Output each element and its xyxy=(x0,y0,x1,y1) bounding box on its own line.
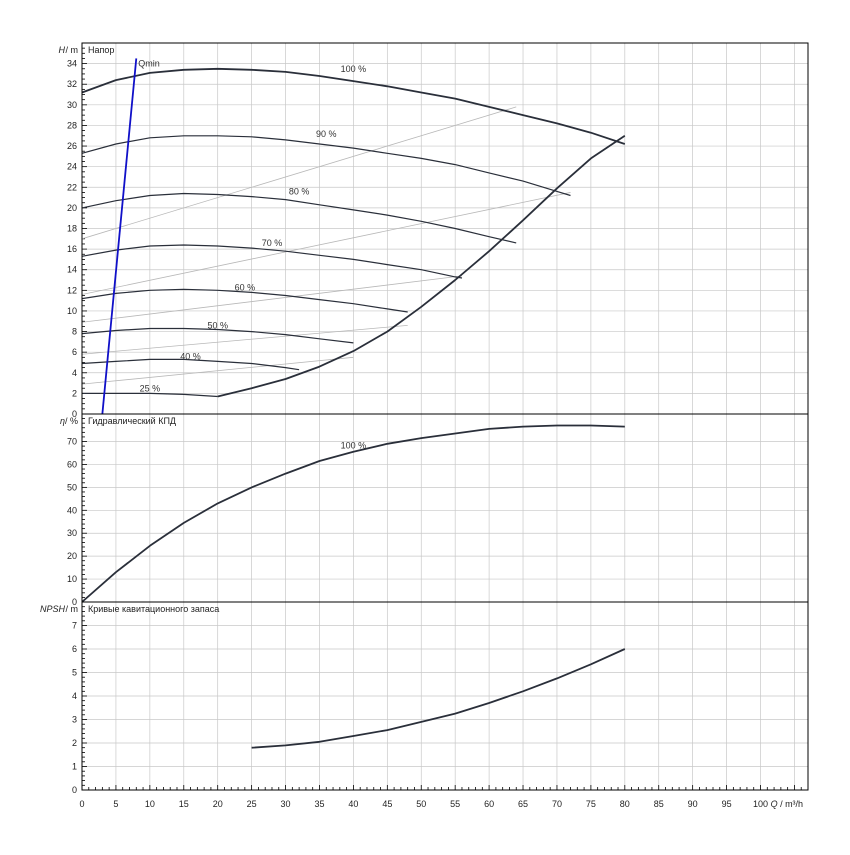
y-tick-label: 24 xyxy=(67,162,77,172)
x-tick-label: 95 xyxy=(722,799,732,809)
y-tick-label: 70 xyxy=(67,437,77,447)
x-tick-label: 60 xyxy=(484,799,494,809)
series-line xyxy=(81,327,354,344)
y-axis-label: H xyxy=(59,45,66,55)
y-tick-label: 30 xyxy=(67,100,77,110)
y-tick-label: 60 xyxy=(67,459,77,469)
y-axis-label: NPSH xyxy=(40,604,66,614)
x-tick-label: 45 xyxy=(382,799,392,809)
y-tick-label: 8 xyxy=(72,327,77,337)
y-tick-label: 20 xyxy=(67,203,77,213)
x-tick-label: 80 xyxy=(620,799,630,809)
x-tick-label: 10 xyxy=(145,799,155,809)
x-tick-label: 20 xyxy=(213,799,223,809)
series-label: 50 % xyxy=(207,320,228,330)
x-axis-label: Q xyxy=(771,799,778,809)
y-tick-label: 7 xyxy=(72,621,77,631)
construction-line xyxy=(81,275,463,323)
construction-line xyxy=(81,106,517,240)
y-tick-label: 10 xyxy=(67,306,77,316)
panel-title: Напор xyxy=(88,45,114,55)
series-line xyxy=(81,358,300,371)
y-tick-label: 6 xyxy=(72,644,77,654)
y-tick-label: 40 xyxy=(67,505,77,515)
series-line xyxy=(81,67,626,145)
series-label: 40 % xyxy=(180,351,201,361)
x-tick-label: 0 xyxy=(79,799,84,809)
y-tick-label: 4 xyxy=(72,368,77,378)
x-axis-unit: / m³/h xyxy=(780,799,803,809)
y-tick-label: 0 xyxy=(72,409,77,419)
y-tick-label: 32 xyxy=(67,79,77,89)
series-line xyxy=(217,135,626,398)
x-tick-label: 85 xyxy=(654,799,664,809)
y-tick-label: 16 xyxy=(67,244,77,254)
y-tick-label: 2 xyxy=(72,388,77,398)
panel-title: Гидравлический КПД xyxy=(88,416,176,426)
series-line xyxy=(81,424,625,603)
y-tick-label: 5 xyxy=(72,668,77,678)
x-tick-label: 40 xyxy=(348,799,358,809)
y-tick-label: 20 xyxy=(67,551,77,561)
construction-line xyxy=(81,324,408,355)
series-line xyxy=(81,244,463,279)
y-tick-label: 6 xyxy=(72,347,77,357)
y-tick-label: 28 xyxy=(67,120,77,130)
y-axis-label: η xyxy=(60,416,65,426)
series-label: 100 % xyxy=(341,64,367,74)
y-axis-unit: / m xyxy=(66,604,79,614)
x-tick-label: 15 xyxy=(179,799,189,809)
panel-frame xyxy=(81,601,809,791)
series-label: 60 % xyxy=(235,282,256,292)
series-line xyxy=(81,288,408,313)
series-label: 100 % xyxy=(341,440,367,450)
y-tick-label: 18 xyxy=(67,224,77,234)
x-tick-label: 100 xyxy=(753,799,768,809)
y-axis-unit: / % xyxy=(65,416,78,426)
y-tick-label: 50 xyxy=(67,482,77,492)
panel-frame xyxy=(81,413,809,603)
y-tick-label: 3 xyxy=(72,715,77,725)
panel-2: 0 10 20 30 40 50 60 70 η / % Гидравлический КПД 100… xyxy=(60,413,809,607)
series-label: 70 % xyxy=(262,238,283,248)
y-axis-unit: / m xyxy=(66,45,79,55)
x-tick-label: 25 xyxy=(247,799,257,809)
x-tick-label: 5 xyxy=(113,799,118,809)
x-tick-label: 90 xyxy=(688,799,698,809)
x-tick-label: 65 xyxy=(518,799,528,809)
y-tick-label: 26 xyxy=(67,141,77,151)
y-tick-label: 22 xyxy=(67,182,77,192)
y-tick-label: 2 xyxy=(72,738,77,748)
x-tick-label: 70 xyxy=(552,799,562,809)
qmin-label: Qmin xyxy=(138,58,160,68)
y-tick-label: 14 xyxy=(67,265,77,275)
y-tick-label: 0 xyxy=(72,785,77,795)
series-label: 25 % xyxy=(140,383,161,393)
y-tick-label: 4 xyxy=(72,691,77,701)
x-tick-label: 35 xyxy=(314,799,324,809)
panel-title: Кривые кавитационного запаса xyxy=(88,604,219,614)
series-label: 90 % xyxy=(316,129,337,139)
qmin-line xyxy=(101,58,138,415)
y-tick-label: 10 xyxy=(67,574,77,584)
series-label: 80 % xyxy=(289,186,310,196)
x-tick-label: 55 xyxy=(450,799,460,809)
y-tick-label: 1 xyxy=(72,762,77,772)
series-line xyxy=(81,135,571,197)
series-line xyxy=(81,192,517,244)
construction-line xyxy=(81,356,354,385)
panel-3: 0 1 2 3 4 5 6 7 NPSH / m Кривые кавитационного зап… xyxy=(40,601,809,795)
x-tick-label: 75 xyxy=(586,799,596,809)
x-tick-label: 50 xyxy=(416,799,426,809)
series-line xyxy=(251,648,626,749)
x-tick-label: 30 xyxy=(281,799,291,809)
y-tick-label: 0 xyxy=(72,597,77,607)
y-tick-label: 30 xyxy=(67,528,77,538)
construction-line xyxy=(81,192,571,295)
y-tick-label: 12 xyxy=(67,285,77,295)
y-tick-label: 34 xyxy=(67,59,77,69)
